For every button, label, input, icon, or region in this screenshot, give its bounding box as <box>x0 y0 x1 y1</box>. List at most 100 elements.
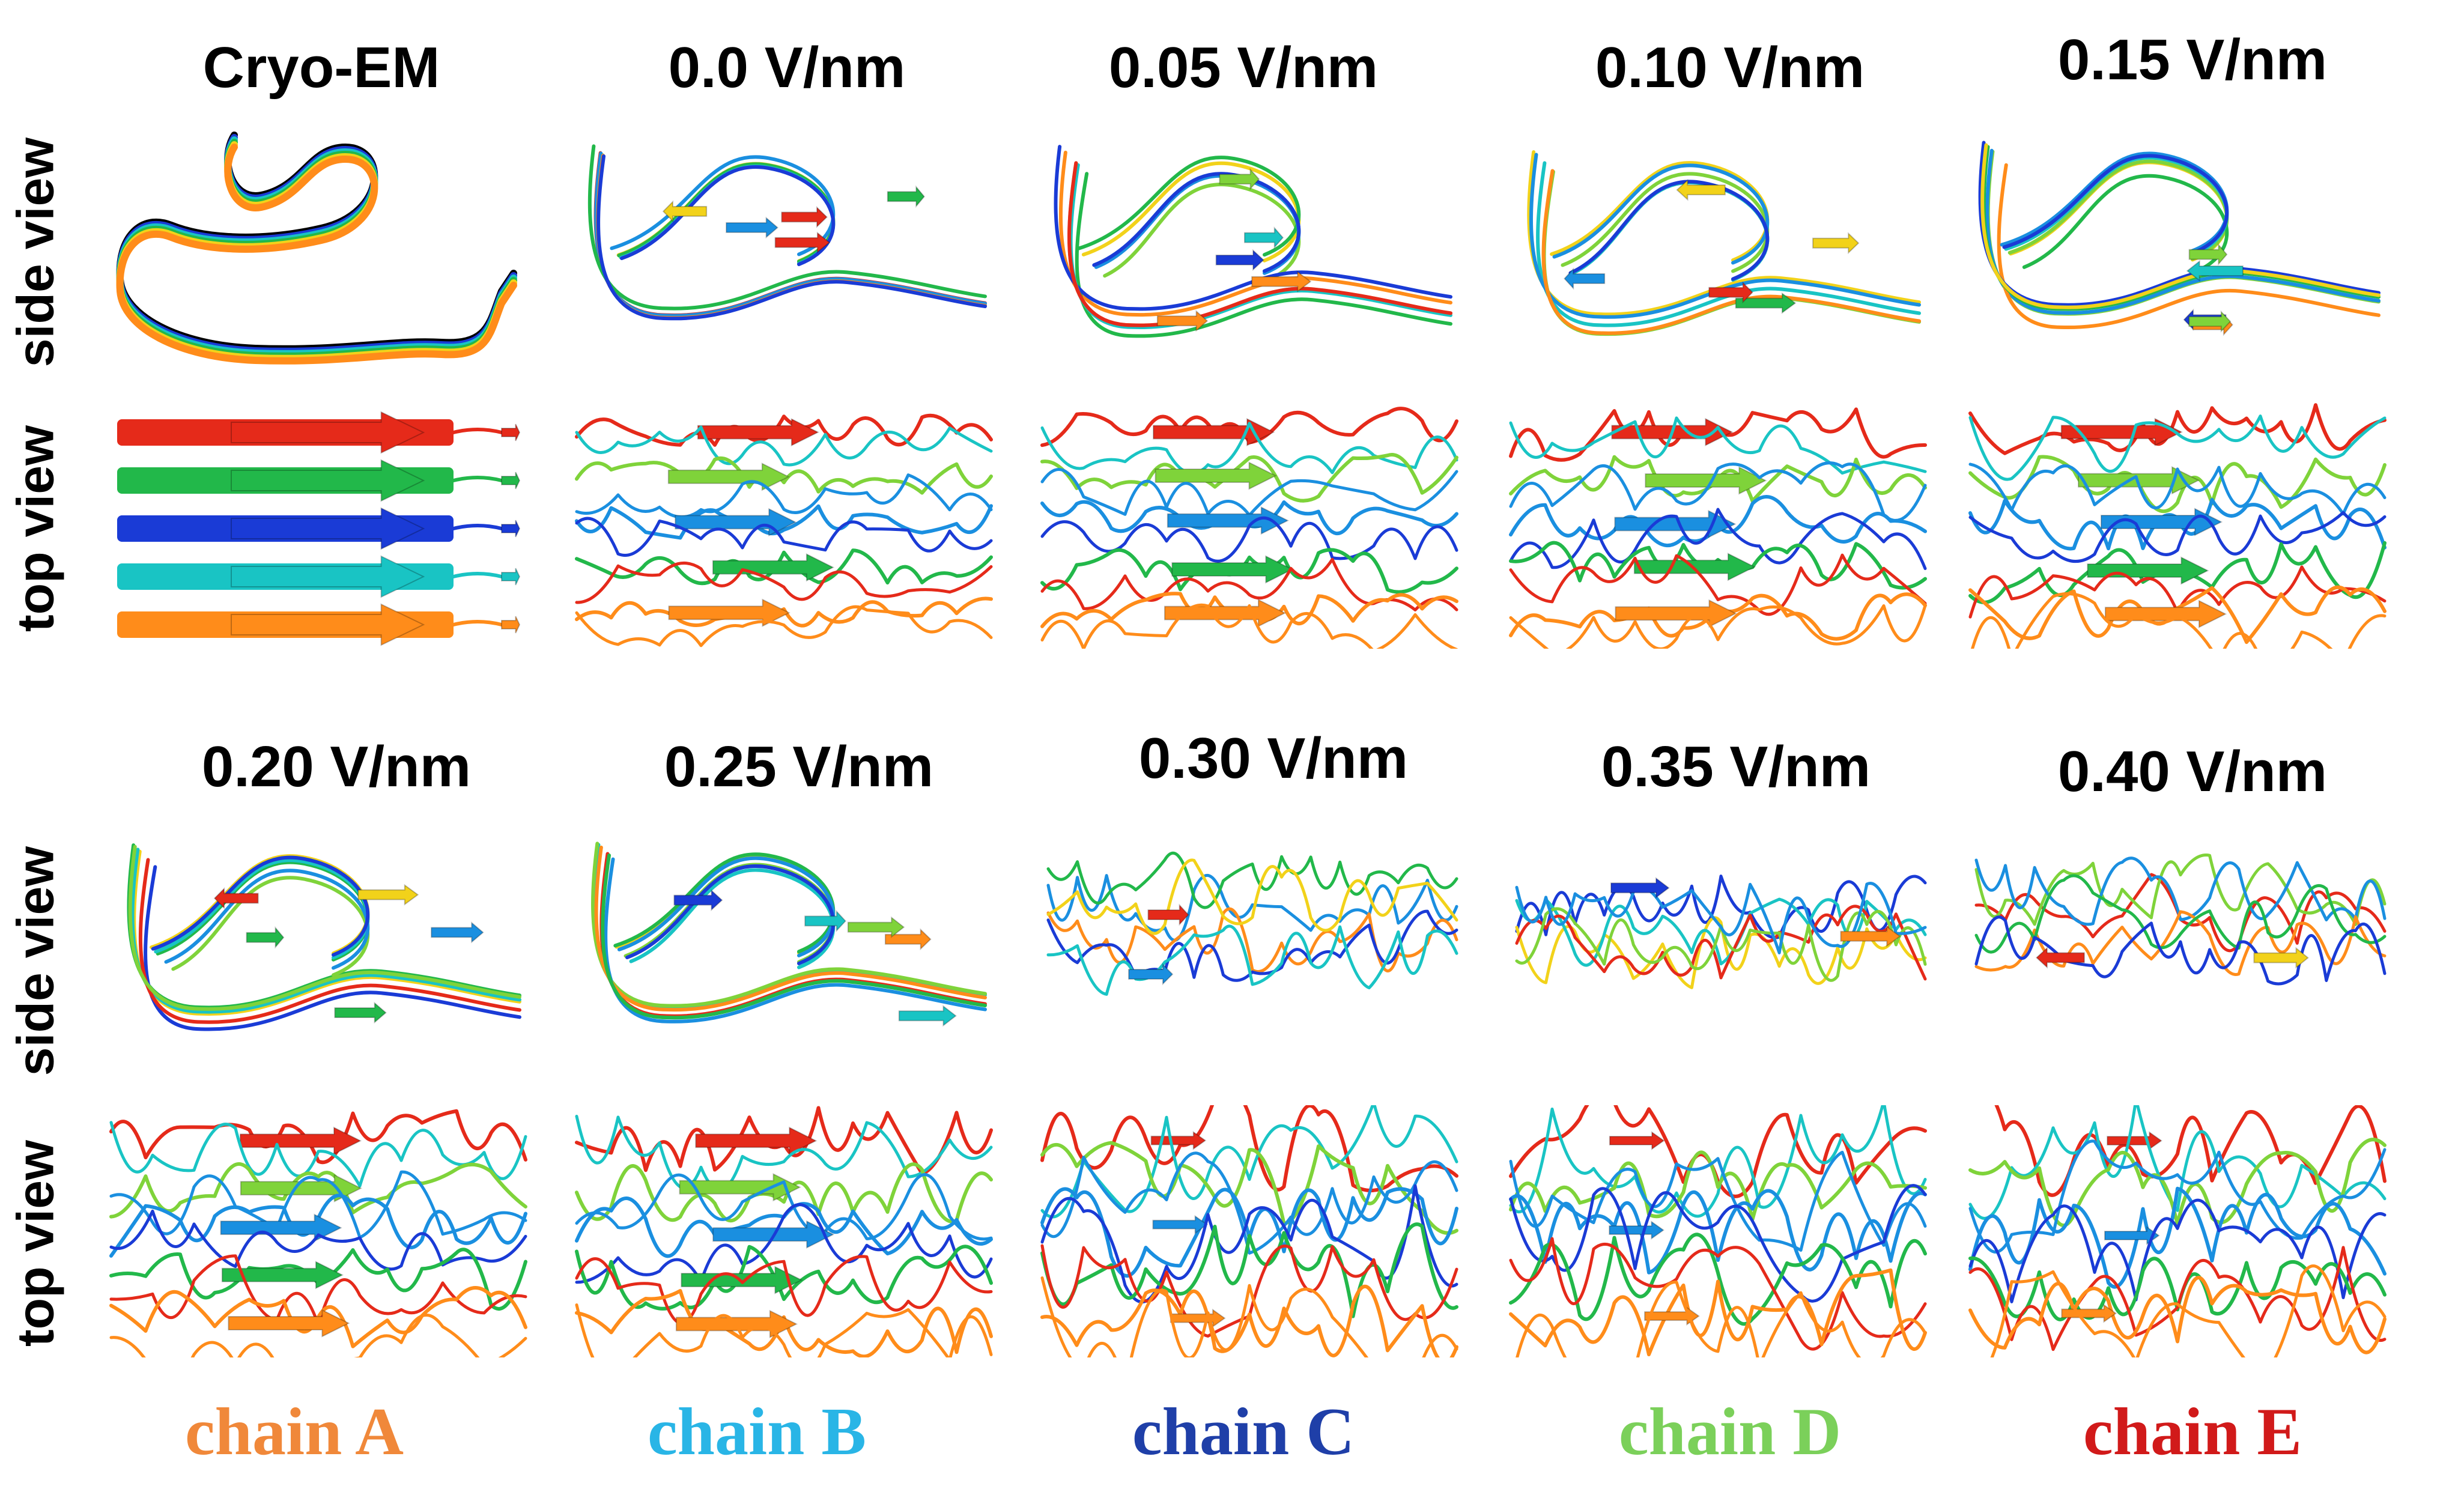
panel-bottom-row-3-top <box>1505 1105 1937 1357</box>
panel-bottom-row-2-top <box>1036 1105 1469 1357</box>
chain-trace <box>596 154 987 321</box>
panel-top-row-3-top <box>1505 396 1937 649</box>
row-label-top-top: top view <box>7 425 65 632</box>
chain-trace <box>575 473 993 519</box>
chain-trace <box>1040 1284 1458 1357</box>
chain-trace <box>575 456 993 495</box>
beta-strand-arrow <box>228 1309 350 1338</box>
beta-strand-arrow <box>675 508 797 537</box>
chain-trace <box>1040 1187 1458 1278</box>
chain-trace <box>151 855 370 957</box>
chain-trace <box>1509 604 1927 649</box>
title-field-0-10: 0.10 V/nm <box>1595 35 1865 100</box>
chain-trace <box>575 1255 993 1325</box>
beta-strand-arrow <box>898 1005 957 1027</box>
cryo-em-beta-strand-arrow <box>501 423 521 441</box>
chain-trace <box>1968 462 2387 516</box>
chain-trace <box>109 1162 527 1219</box>
panel-bottom-row-4-top <box>1964 1105 2397 1357</box>
beta-strand-arrow <box>1251 270 1312 293</box>
chain-trace <box>1541 169 1921 335</box>
beta-strand-arrow <box>2188 310 2232 333</box>
chain-trace <box>575 596 993 628</box>
panel-top-row-3-side <box>1505 123 1937 375</box>
chain-trace <box>1968 1186 2387 1289</box>
beta-strand-arrow <box>221 1261 344 1290</box>
beta-strand-arrow <box>2035 947 2085 969</box>
chain-trace <box>171 876 370 977</box>
chain-trace <box>575 1203 993 1284</box>
cryo-em-beta-strand-arrow <box>501 520 521 538</box>
chain-trace <box>1046 851 1458 909</box>
chain-trace <box>1046 924 1458 996</box>
row-label-top-bottom: top view <box>7 1139 65 1347</box>
beta-strand-arrow <box>1615 599 1737 628</box>
panel-cryo-em-top <box>105 396 538 649</box>
chain-trace <box>1054 145 1452 311</box>
chain-trace <box>575 1114 993 1192</box>
chain-trace <box>1968 1139 2387 1254</box>
cryo-em-chain-tail <box>452 524 503 530</box>
beta-strand-arrow <box>1735 292 1797 314</box>
chain-trace <box>109 1209 527 1271</box>
chain-trace <box>1974 857 2387 926</box>
title-field-0-15: 0.15 V/nm <box>2057 28 2328 92</box>
chain-trace <box>1509 1189 1927 1275</box>
beta-strand-arrow <box>1614 509 1737 539</box>
beta-strand-arrow <box>1171 555 1294 584</box>
chain-trace <box>1509 1237 1927 1351</box>
chain-trace <box>587 144 987 311</box>
cryo-em-chain-trace <box>116 144 517 365</box>
chain-trace <box>1040 1141 1458 1235</box>
beta-strand-arrow <box>1840 925 1901 947</box>
beta-strand-arrow <box>246 926 285 949</box>
beta-strand-arrow <box>887 185 925 208</box>
row-label-side-bottom: side view <box>7 846 65 1076</box>
title-field-0-20: 0.20 V/nm <box>201 735 472 799</box>
title-field-0-05: 0.05 V/nm <box>1108 35 1379 100</box>
chain-trace <box>1103 183 1301 284</box>
chain-trace <box>1509 1233 1927 1326</box>
chain-trace <box>604 857 987 1023</box>
chain-trace <box>1974 874 2387 954</box>
chain-trace <box>1046 873 1458 942</box>
chain-trace <box>138 858 521 1024</box>
beta-strand-arrow <box>220 1213 342 1242</box>
beta-strand-arrow <box>781 206 828 228</box>
beta-strand-arrow <box>1243 226 1284 249</box>
beta-strand-arrow <box>357 884 419 906</box>
chain-trace <box>1040 548 1458 594</box>
chain-trace <box>575 1196 993 1258</box>
legend-chain-a: chain A <box>184 1395 404 1469</box>
panel-top-row-4-top <box>1964 396 2397 649</box>
chain-trace <box>575 504 993 540</box>
beta-strand-arrow <box>334 1001 387 1024</box>
chain-trace <box>1529 153 1921 319</box>
beta-strand-arrow <box>1609 1221 1664 1240</box>
chain-trace <box>1040 468 1458 517</box>
cryo-em-beta-strand-arrow <box>231 507 425 550</box>
cryo-em-beta-strand-arrow <box>231 459 425 502</box>
panel-top-row-1-top <box>571 396 1003 649</box>
beta-strand-arrow <box>847 916 905 938</box>
beta-strand-arrow <box>2104 1226 2160 1245</box>
beta-strand-arrow <box>2087 556 2209 585</box>
chain-trace <box>601 854 987 1020</box>
chain-trace <box>575 1303 993 1357</box>
beta-strand-arrow <box>662 200 708 223</box>
chain-trace <box>1040 453 1458 503</box>
beta-strand-arrow <box>679 1172 801 1202</box>
chain-trace <box>1040 1222 1458 1318</box>
beta-strand-arrow <box>1609 1131 1665 1150</box>
panel-cryo-em-side <box>105 123 538 375</box>
beta-strand-arrow <box>1215 249 1264 271</box>
panel-bottom-row-0-top <box>105 1105 538 1357</box>
row-label-side-top: side view <box>7 137 65 368</box>
cryo-em-chain-trace <box>116 141 517 362</box>
chain-trace <box>2022 174 2229 275</box>
beta-strand-arrow <box>668 598 790 627</box>
chain-trace <box>1980 143 2381 309</box>
chain-trace <box>1509 553 1927 616</box>
panel-bottom-row-3-side <box>1505 817 1937 1069</box>
cryo-em-chain-tail <box>452 476 503 482</box>
